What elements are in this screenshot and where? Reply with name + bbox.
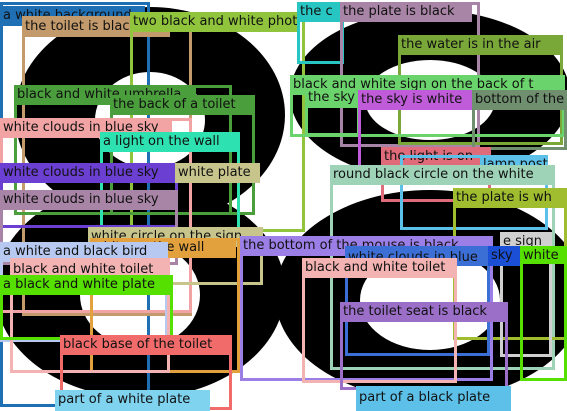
- box-black-white-toilet-left-label: black and white toilet: [10, 260, 170, 276]
- box-white-clouds-in-blue: [345, 246, 490, 356]
- box-part-of-white-plate-label: part of a white plate: [55, 390, 210, 410]
- box-plate-is-white-label: the plate is wh: [453, 188, 567, 208]
- box-black-base-of-toilet-label: black base of the toilet: [60, 335, 230, 355]
- box-round-black-circle-label: round black circle on the white: [330, 165, 555, 185]
- box-sky-is-white-label: the sky is white: [358, 90, 475, 110]
- box-black-white-toilet-mid-label: black and white toilet: [302, 258, 457, 278]
- box-part-of-black-plate-label: part of a black plate: [356, 388, 511, 408]
- box-toilet-seat-is-black-label: the toilet seat is black: [340, 302, 508, 322]
- box-white-clouds-blue-sky-3-label: white clouds in blue sky: [0, 190, 175, 210]
- box-back-of-toilet-label: the back of a toilet: [110, 95, 255, 115]
- box-white-right-label: white: [520, 246, 567, 264]
- box-two-black-white-photo-label: two black and white photo: [130, 12, 298, 32]
- box-plate-is-black-top-label: the plate is black: [340, 2, 472, 22]
- box-sky-right-label: sky: [488, 246, 523, 266]
- box-white-black-bird-label: a white and black bird: [0, 242, 166, 262]
- box-water-in-air-label: the water is in the air: [398, 35, 561, 55]
- box-white-right: [520, 246, 567, 381]
- box-cut-label-label: the c: [297, 2, 342, 22]
- box-black-white-toilet-left: [10, 258, 170, 373]
- box-white-clouds-blue-sky-2-label: white clouds in blue sky: [0, 163, 175, 183]
- box-light-on-wall-label: a light on the wall: [100, 132, 238, 152]
- box-bottom-of-the-label: bottom of the: [472, 90, 567, 110]
- box-white-plate-label: white plate: [175, 163, 260, 183]
- box-black-white-plate-label: a black and white plate: [0, 275, 173, 295]
- box-the-sky-label: the sky: [305, 88, 357, 108]
